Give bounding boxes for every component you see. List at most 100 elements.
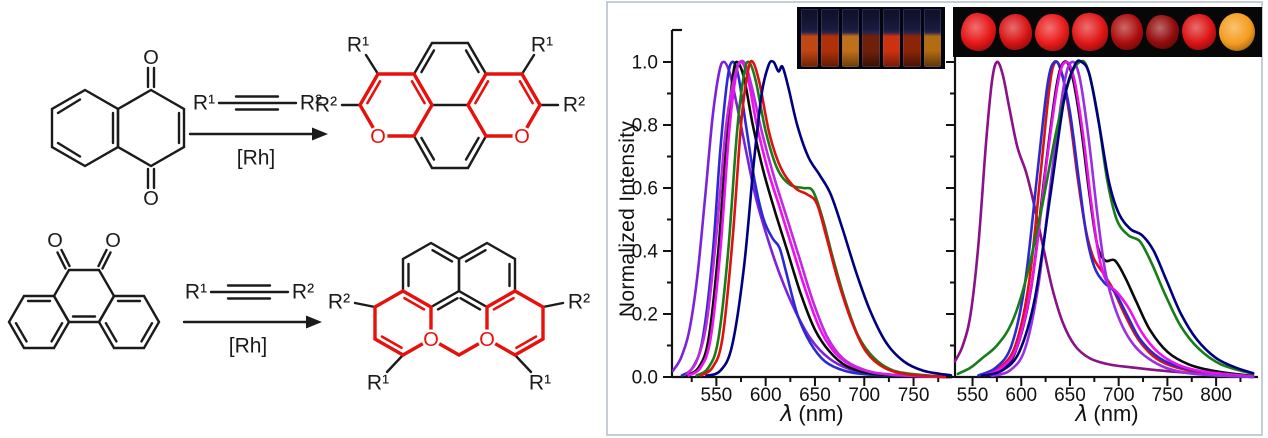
- carbonyl-oxygen-label: O: [47, 230, 63, 252]
- x-tick-label: 600: [1005, 385, 1037, 406]
- powder-sample-2: [998, 14, 1032, 50]
- reaction-arrow-2: [Rh]: [182, 315, 322, 358]
- x-axis-label-right: λ (nm): [1075, 401, 1138, 427]
- x-tick-label: 550: [957, 385, 989, 406]
- arrow-head: [312, 127, 328, 141]
- cuvette-3: [841, 9, 860, 67]
- y-tick-label: 0.8: [632, 116, 658, 137]
- carbonyl-oxygen-label: O: [105, 230, 121, 252]
- triple-bond: [217, 95, 298, 111]
- x-tick-label: 700: [848, 385, 880, 406]
- alkyne-r1-label: R¹: [185, 281, 207, 304]
- product-r1-label: R¹: [531, 34, 553, 57]
- top-ring: [412, 41, 488, 76]
- spectrum-curve-green: [956, 59, 1255, 376]
- pyranopyran-product: O O R¹ R¹ R² R²: [315, 34, 585, 170]
- central-red-bonds: [429, 337, 489, 357]
- reaction-schemes-svg: O O R¹ R² [Rh]: [7, 34, 590, 395]
- x-tick-label: 650: [1054, 385, 1086, 406]
- y-tick-label: 0.6: [632, 179, 658, 200]
- alkyne-r2-label: R²: [292, 281, 314, 304]
- lambda-symbol: λ: [780, 402, 794, 427]
- quinone-ring: [116, 88, 186, 168]
- product-r2-label: R²: [328, 291, 350, 314]
- benzo-ring-right: [97, 294, 161, 350]
- nm-unit: (nm): [1093, 401, 1139, 426]
- oxygen-gap: [512, 126, 532, 146]
- product-r1-label: R¹: [529, 372, 551, 395]
- powder-sample-3: [1034, 13, 1069, 51]
- double-bonds: [407, 249, 511, 311]
- solution-photo-inset: [797, 7, 945, 69]
- pyran-oxygen-label: O: [423, 329, 439, 351]
- carbonyl-bonds: [146, 66, 156, 190]
- spectrum-curve-navy: [981, 59, 1255, 377]
- powder-sample-6: [1145, 15, 1179, 49]
- cuvette-5: [882, 9, 901, 67]
- y-tick-label: 0.2: [632, 305, 658, 326]
- cuvette-6: [903, 9, 921, 67]
- product-r2-label: R²: [315, 94, 337, 117]
- spectrum-curve-orchid: [685, 59, 953, 379]
- x-tick-label: 550: [701, 385, 733, 406]
- pyran-ring-left: [358, 72, 434, 138]
- reaction-arrow-1: [Rh]: [188, 127, 328, 170]
- bottom-ring: [412, 134, 488, 170]
- double-bonds: [56, 98, 181, 158]
- y-tick-label: 0.4: [632, 242, 659, 263]
- cuvette-4: [862, 9, 880, 67]
- carbonyl-oxygen-label: O: [143, 188, 159, 210]
- powder-sample-8: [1218, 13, 1255, 51]
- catalyst-label: [Rh]: [229, 335, 268, 358]
- alkyne-r2-label: R²: [300, 92, 322, 115]
- pyran-ring-right: [466, 72, 542, 138]
- spectrum-curve-black: [685, 60, 953, 379]
- spectrum-curve-red: [699, 59, 953, 379]
- x-tick-label: 750: [898, 385, 930, 406]
- product-r2-label: R²: [563, 94, 585, 117]
- alkyne-r1-label: R¹: [193, 92, 215, 115]
- lambda-symbol: λ: [1075, 402, 1089, 427]
- pyran-rings-red: [373, 289, 545, 357]
- pyran-oxygen-label: O: [514, 126, 530, 148]
- cuvette-1: [801, 9, 819, 67]
- pyran-ring-right: [485, 289, 545, 357]
- carbonyl-bonds: [56, 248, 112, 270]
- x-tick-label: 750: [1152, 385, 1184, 406]
- spectrum-curve-green: [695, 60, 953, 379]
- spectrum-curve-violet: [671, 60, 953, 379]
- product-r1-label: R¹: [367, 372, 389, 395]
- double-bonds: [14, 299, 154, 343]
- pyran-double-bonds: [366, 80, 534, 105]
- naphthoquinone-structure: O O: [50, 47, 186, 210]
- x-tick-label: 700: [1103, 385, 1135, 406]
- arrow-head: [306, 315, 322, 329]
- product-r1-label: R¹: [347, 34, 369, 57]
- carbonyl-oxygen-label: O: [143, 47, 159, 69]
- powder-sample-7: [1181, 14, 1216, 50]
- spectrum-curve-purple: [953, 60, 1255, 379]
- spectrum-curve-navy: [705, 59, 953, 377]
- substituent-bonds: [353, 301, 565, 374]
- x-axis-label-left: λ (nm): [780, 401, 843, 427]
- phenanthrenequinone-structure: O O: [7, 230, 161, 350]
- pyran-oxygen-label: O: [370, 126, 386, 148]
- triple-bond: [209, 284, 290, 300]
- oxygen-gap: [368, 126, 388, 146]
- alkyne-reagent-1: R¹ R²: [193, 92, 322, 115]
- alkyne-reagent-2: R¹ R²: [185, 281, 314, 304]
- x-tick-label: 600: [750, 385, 782, 406]
- spectrum-curve-blue: [680, 60, 953, 379]
- oxygen-gap: [477, 329, 497, 349]
- y-tick-label: 1.0: [632, 53, 658, 74]
- x-tick-label: 800: [1200, 385, 1232, 406]
- pyran-ring-left: [373, 289, 433, 357]
- cuvette-7: [923, 9, 941, 67]
- catalyst-label: [Rh]: [237, 147, 276, 170]
- pyran-double-bonds: [380, 296, 538, 350]
- nm-unit: (nm): [798, 401, 844, 426]
- powder-sample-4: [1071, 13, 1108, 51]
- y-axis-label: Normalized Intensity: [616, 120, 639, 318]
